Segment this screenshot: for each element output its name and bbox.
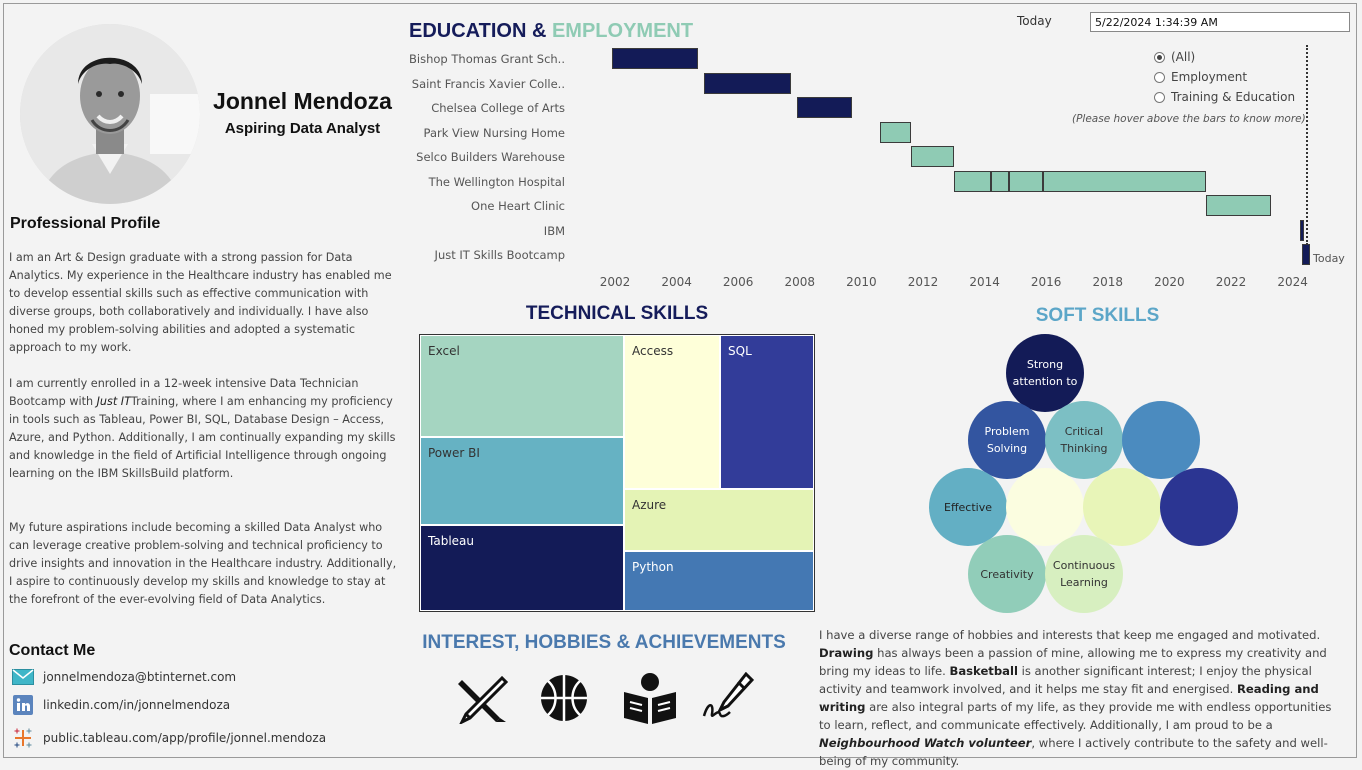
profile-photo	[20, 24, 200, 204]
timeline-bar-employment[interactable]	[910, 146, 954, 167]
timeline-bar-employment[interactable]	[1206, 195, 1272, 216]
today-input[interactable]: 5/22/2024 1:34:39 AM	[1090, 12, 1350, 32]
tm-access[interactable]: Access	[624, 335, 720, 489]
radio-selected-icon	[1154, 51, 1165, 63]
radio-icon	[1154, 71, 1165, 83]
timeline-row-label: IBM	[543, 223, 565, 238]
basketball-icon	[538, 672, 590, 724]
timeline-bar-employment[interactable]	[879, 121, 911, 143]
timeline-bar-education[interactable]	[796, 97, 853, 118]
bubble-unlabeled-2[interactable]	[1006, 468, 1084, 546]
x-tick-label: 2006	[722, 275, 754, 289]
tableau-icon	[12, 728, 34, 748]
contact-title: Contact Me	[9, 642, 96, 659]
timeline-bar-employment[interactable]	[1009, 170, 1044, 192]
interests-title: INTEREST, HOBBIES & ACHIEVEMENTS	[422, 632, 786, 653]
x-tick-label: 2008	[784, 275, 816, 289]
timeline-row-label: Selco Builders Warehouse	[416, 150, 565, 164]
timeline-bar-employment[interactable]	[1043, 170, 1207, 192]
filter-option-employment[interactable]: Employment	[1154, 70, 1247, 84]
tm-python[interactable]: Python	[624, 551, 814, 611]
tm-azure[interactable]: Azure	[624, 489, 814, 551]
profile-name: Jonnel Mendoza	[213, 88, 392, 114]
x-tick-label: 2020	[1154, 275, 1185, 289]
timeline-bar-education[interactable]	[611, 48, 699, 69]
profile-paragraph-3: My future aspirations include becoming a…	[9, 521, 397, 606]
today-label: Today	[1017, 14, 1052, 28]
timeline-bar-education[interactable]	[704, 72, 791, 94]
bubble-creativity[interactable]: Creativity	[968, 535, 1046, 613]
filter-option-all[interactable]: (All)	[1154, 50, 1195, 64]
linkedin-icon	[12, 695, 34, 715]
profile-role: Aspiring Data Analyst	[224, 120, 381, 137]
tm-tableau[interactable]: Tableau	[420, 525, 624, 611]
profile-paragraph-2: I am currently enrolled in a 12-week int…	[9, 377, 396, 480]
contact-linkedin[interactable]: linkedin.com/in/jonnelmendoza	[12, 694, 230, 716]
today-dotted-line	[1306, 45, 1308, 245]
timeline-row-label: Park View Nursing Home	[423, 125, 565, 140]
linkedin-text: linkedin.com/in/jonnelmendoza	[43, 698, 231, 712]
hobbies-paragraph: I have a diverse range of hobbies and in…	[819, 628, 1332, 768]
tableau-text: public.tableau.com/app/profile/jonnel.me…	[43, 731, 327, 745]
bubble-unlabeled-3[interactable]	[1083, 468, 1161, 546]
radio-icon	[1154, 91, 1165, 103]
reading-icon	[622, 672, 676, 724]
x-tick-label: 2002	[599, 275, 631, 289]
tm-powerbi[interactable]: Power BI	[420, 437, 624, 525]
timeline-row-label: Chelsea College of Arts	[431, 101, 565, 115]
bubble-effective[interactable]: Effective	[929, 468, 1007, 546]
professional-profile-title: Professional Profile	[10, 215, 161, 232]
timeline-bar-employment[interactable]	[953, 170, 991, 192]
hover-hint: (Please hover above the bars to know mor…	[1072, 113, 1306, 125]
tm-sql[interactable]: SQL	[720, 335, 814, 489]
contact-email[interactable]: jonnelmendoza@btinternet.com	[12, 666, 236, 688]
x-tick-label: 2012	[907, 275, 939, 289]
timeline-row-label: The Wellington Hospital	[428, 174, 565, 189]
x-tick-label: 2004	[661, 275, 692, 289]
timeline-row-label: Just IT Skills Bootcamp	[434, 248, 565, 262]
bubble-problem-solving[interactable]: Problem Solving	[968, 401, 1046, 479]
writing-icon	[702, 671, 755, 724]
x-tick-label: 2016	[1030, 275, 1062, 289]
bubble-unlabeled-1[interactable]	[1122, 401, 1200, 479]
x-tick-label: 2024	[1277, 275, 1308, 289]
bubble-strong-attention[interactable]: Strong attention to	[1006, 334, 1084, 412]
x-tick-label: 2018	[1092, 275, 1124, 289]
contact-tableau[interactable]: public.tableau.com/app/profile/jonnel.me…	[12, 727, 326, 749]
x-tick-label: 2010	[846, 275, 877, 289]
timeline-bar-education[interactable]	[1301, 244, 1310, 265]
technical-skills-title: TECHNICAL SKILLS	[525, 303, 709, 324]
x-tick-label: 2014	[969, 275, 1000, 289]
bubble-continuous-learning[interactable]: Continuous Learning	[1045, 535, 1123, 613]
x-tick-label: 2022	[1215, 275, 1247, 289]
soft-skills-title: SOFT SKILLS	[1035, 305, 1160, 326]
profile-paragraph-1: I am an Art & Design graduate with a str…	[9, 251, 392, 354]
filter-option-training[interactable]: Training & Education	[1154, 90, 1295, 104]
bubble-critical-thinking[interactable]: Critical Thinking	[1045, 401, 1123, 479]
today-marker-label: Today	[1313, 252, 1345, 265]
tech-treemap: Excel Access SQL Power BI Azure Tableau …	[419, 334, 815, 612]
timeline-row-label: Bishop Thomas Grant Sch..	[409, 52, 565, 66]
timeline-bar-employment[interactable]	[990, 170, 1010, 192]
email-text: jonnelmendoza@btinternet.com	[43, 670, 237, 684]
timeline-bar-education[interactable]	[1300, 219, 1305, 241]
drawing-icon	[456, 672, 509, 726]
email-icon	[12, 667, 34, 687]
timeline-title: EDUCATION & EMPLOYMENT	[409, 20, 694, 42]
bubble-unlabeled-4[interactable]	[1160, 468, 1238, 546]
tm-excel[interactable]: Excel	[420, 335, 624, 437]
timeline-row-label: Saint Francis Xavier Colle..	[411, 76, 565, 91]
dashboard-frame	[3, 3, 1357, 758]
timeline-row-label: One Heart Clinic	[471, 199, 565, 213]
